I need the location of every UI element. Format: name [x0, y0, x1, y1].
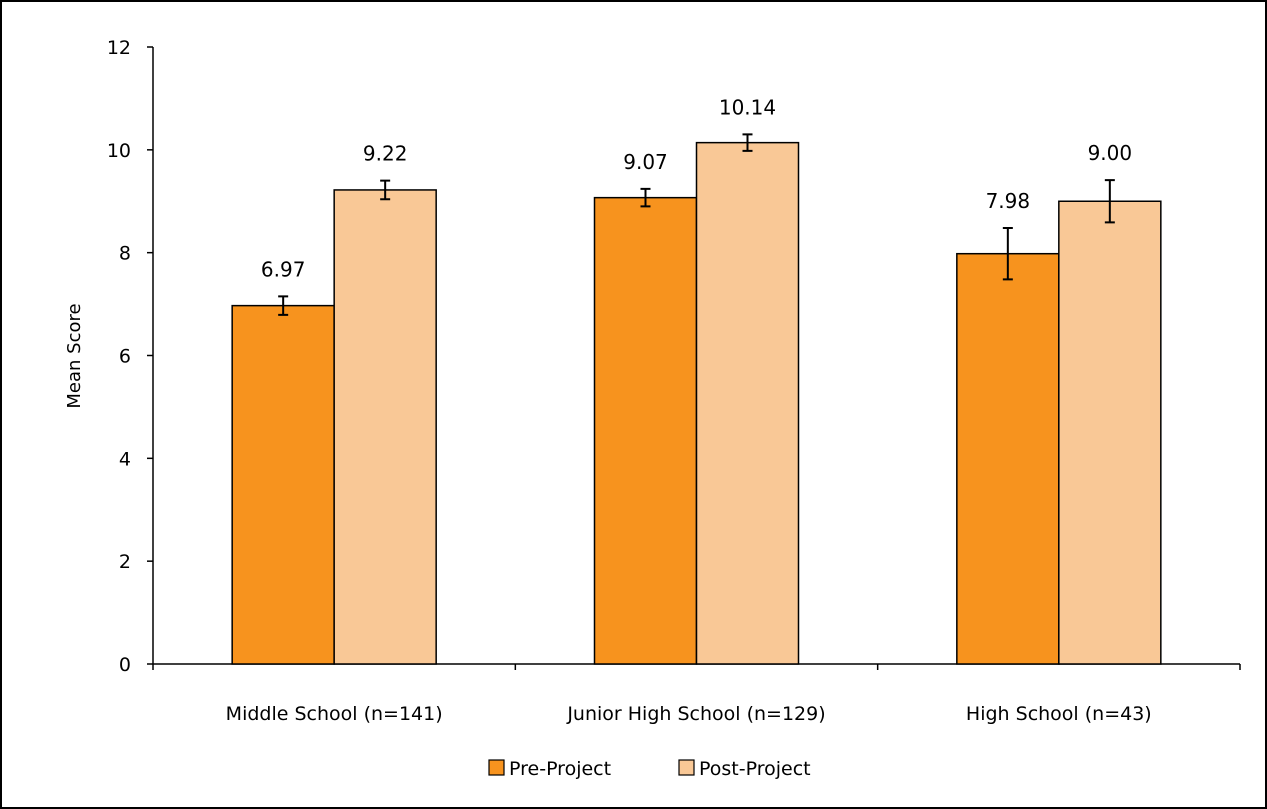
y-tick-label: 2: [119, 551, 131, 573]
error-bar: [1104, 179, 1115, 224]
data-label: 9.07: [623, 150, 668, 174]
data-label: 9.00: [1088, 141, 1133, 165]
bar: [956, 252, 1060, 665]
data-label: 6.97: [261, 257, 306, 281]
error-bar: [640, 187, 651, 208]
legend: Pre-Project Post-Project: [488, 758, 811, 780]
error-bar: [742, 133, 753, 152]
legend-swatch: [678, 759, 695, 776]
y-tick-label: 6: [119, 346, 131, 368]
legend-label: Post-Project: [699, 758, 811, 780]
y-tick-label: 12: [107, 37, 131, 59]
bar: [231, 304, 335, 665]
data-label: 7.98: [986, 189, 1031, 213]
category-labels: Middle School (n=141) Junior High School …: [226, 703, 1152, 725]
legend-label: Pre-Project: [509, 758, 611, 780]
legend-swatch: [488, 759, 505, 776]
bar: [1058, 200, 1162, 665]
y-tick-label: 8: [119, 243, 131, 265]
bar: [695, 141, 800, 665]
category-label: High School (n=43): [966, 703, 1152, 725]
tick-labels: 0 2 4 6 8 10 12: [107, 37, 131, 676]
error-bar: [1002, 226, 1013, 281]
data-label: 10.14: [719, 95, 776, 119]
error-bar: [380, 179, 391, 201]
error-bars: [278, 133, 1115, 316]
y-tick-label: 0: [119, 654, 131, 676]
data-label: 9.22: [363, 142, 408, 166]
bar: [333, 189, 437, 665]
category-label: Middle School (n=141): [226, 703, 443, 725]
data-labels: 6.97 9.22 9.07 10.14 7.98 9.00: [261, 95, 1132, 281]
y-tick-label: 10: [107, 140, 131, 162]
category-label: Junior High School (n=129): [566, 703, 825, 725]
bar: [593, 196, 698, 665]
error-bar: [278, 295, 289, 316]
y-tick-label: 4: [119, 448, 131, 470]
bars: [231, 141, 1162, 665]
y-axis-title: Mean Score: [64, 303, 85, 408]
